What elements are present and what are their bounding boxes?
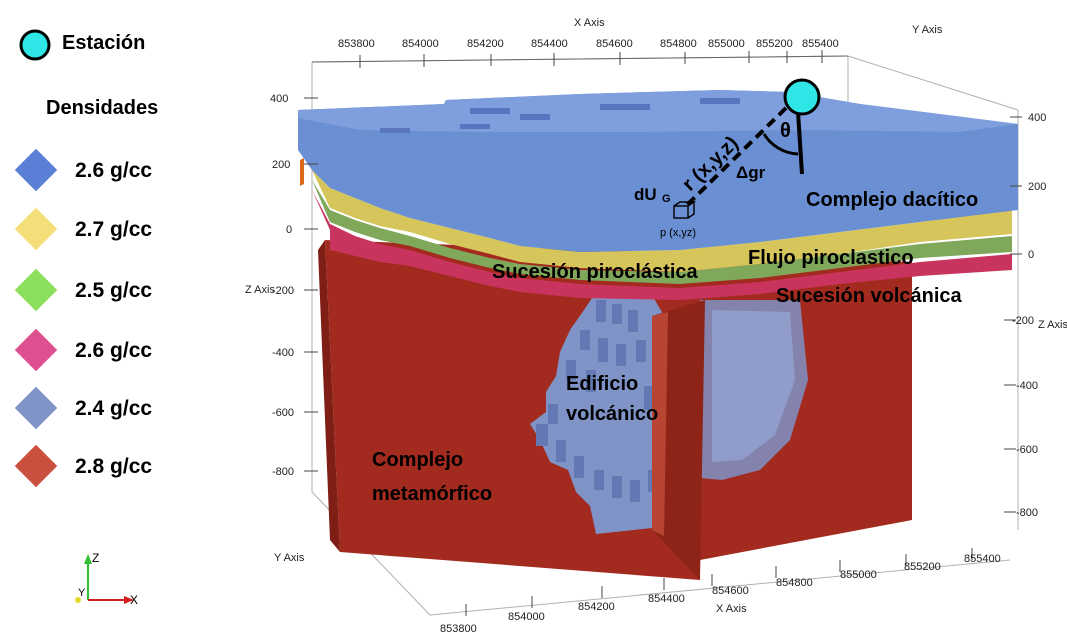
label-complejo-met-line2: metamórfico [372,483,492,505]
label-complejo-dacitico: Complejo dacítico [806,189,978,211]
x-axis-title-top: X Axis [574,17,605,29]
x-tick-bottom-7: 855000 [840,569,877,581]
z-tick-left-2: 200 [272,159,290,171]
x-tick-bottom-6: 854800 [776,577,813,589]
x-tick-bottom-8: 855200 [904,561,941,573]
y-axis-title-left: Y Axis [274,552,305,564]
triad-y-label: Y [78,587,86,599]
z-axis-title-left: Z Axis [245,284,275,296]
x-tick-bottom-1: 853800 [440,623,477,635]
left-edge-orange [300,158,304,186]
label-dU: dU [634,185,657,204]
label-p: p (x,yz) [660,227,696,239]
left-z-axis: 400 200 0 -200 -400 -600 -800 Z Axis Y A… [245,93,318,564]
z-tick-right-2: 200 [1028,181,1046,193]
x-tick-top-9: 855400 [802,38,839,50]
z-tick-right-5: -400 [1016,380,1038,392]
label-complejo-met-line1: Complejo [372,449,463,471]
volcanic-succession-layer [312,190,1012,300]
x-axis-title-bottom: X Axis [716,603,747,615]
z-tick-right-1: 400 [1028,112,1046,124]
label-sucesion-piroclastica: Sucesión piroclástica [492,261,699,283]
top-axis: X Axis 853800 854000 854200 854400 85460… [311,17,943,68]
x-tick-bottom-9: 855400 [964,553,1001,565]
orientation-triad: Z Y X [75,551,138,607]
x-tick-top-6: 854800 [660,38,697,50]
dacitic-top-surface [298,90,1018,132]
r-vector [684,106,788,208]
label-theta: θ [780,120,791,142]
volume-element-icon [673,201,697,219]
x-tick-top-4: 854400 [531,38,568,50]
z-tick-right-6: -600 [1016,444,1038,456]
x-tick-bottom-2: 854000 [508,611,545,623]
x-tick-top-3: 854200 [467,38,504,50]
z-tick-left-3: 0 [286,224,292,236]
z-tick-right-7: -800 [1016,507,1038,519]
x-tick-bottom-5: 854600 [712,585,749,597]
z-tick-right-4: -200 [1012,315,1034,327]
metamorphic-front-shade [318,240,340,552]
legend-station-label: Estación [62,32,146,54]
theta-arc [762,133,799,156]
right-z-axis: 400 200 0 -200 -400 -600 -800 Z Axis [1004,112,1067,519]
z-tick-left-5: -400 [272,347,294,359]
legend-label-4: 2.6 g/cc [75,339,153,362]
label-edificio-line1: Edificio [566,373,638,395]
triad-z-label: Z [92,551,99,565]
vertical-line [796,111,804,175]
station-geometry [673,78,821,219]
dacitic-relief [380,98,740,133]
legend-label-3: 2.5 g/cc [75,279,153,302]
legend-title: Densidades [46,97,159,119]
label-edificio-line2: volcánico [566,403,658,425]
x-tick-top-5: 854600 [596,38,633,50]
z-axis-title-right: Z Axis [1038,319,1067,331]
pyroclastic-flow-layer [312,170,1012,272]
triad-x-label: X [130,593,138,607]
z-tick-left-4: -200 [272,285,294,297]
y-axis-title-right: Y Axis [912,24,943,36]
z-tick-left-7: -800 [272,466,294,478]
label-delta-gr: Δgr [736,163,766,182]
label-sucesion-volcanica: Sucesión volcánica [776,285,963,307]
z-tick-right-3: 0 [1028,249,1034,261]
label-dU-sub: G [662,193,671,205]
label-flujo-piroclastico: Flujo piroclastico [748,247,914,269]
legend-label-2: 2.7 g/cc [75,218,153,241]
z-tick-left-6: -600 [272,407,294,419]
legend-label-1: 2.6 g/cc [75,159,153,182]
legend-label-6: 2.8 g/cc [75,455,153,478]
station-marker [783,78,821,116]
x-tick-top-1: 853800 [338,38,375,50]
volcanic-edifice-back-hi [712,310,795,462]
x-tick-top-2: 854000 [402,38,439,50]
z-tick-left-1: 400 [270,93,288,105]
x-tick-bottom-4: 854400 [648,593,685,605]
bottom-axis: 853800 854000 854200 854400 854600 85480… [440,548,1001,635]
section-slab-face [652,312,668,536]
x-tick-top-8: 855200 [756,38,793,50]
legend-label-5: 2.4 g/cc [75,397,153,420]
green-layer [312,180,1012,284]
x-tick-bottom-3: 854200 [578,601,615,613]
x-tick-top-7: 855000 [708,38,745,50]
station-symbol [19,29,51,61]
